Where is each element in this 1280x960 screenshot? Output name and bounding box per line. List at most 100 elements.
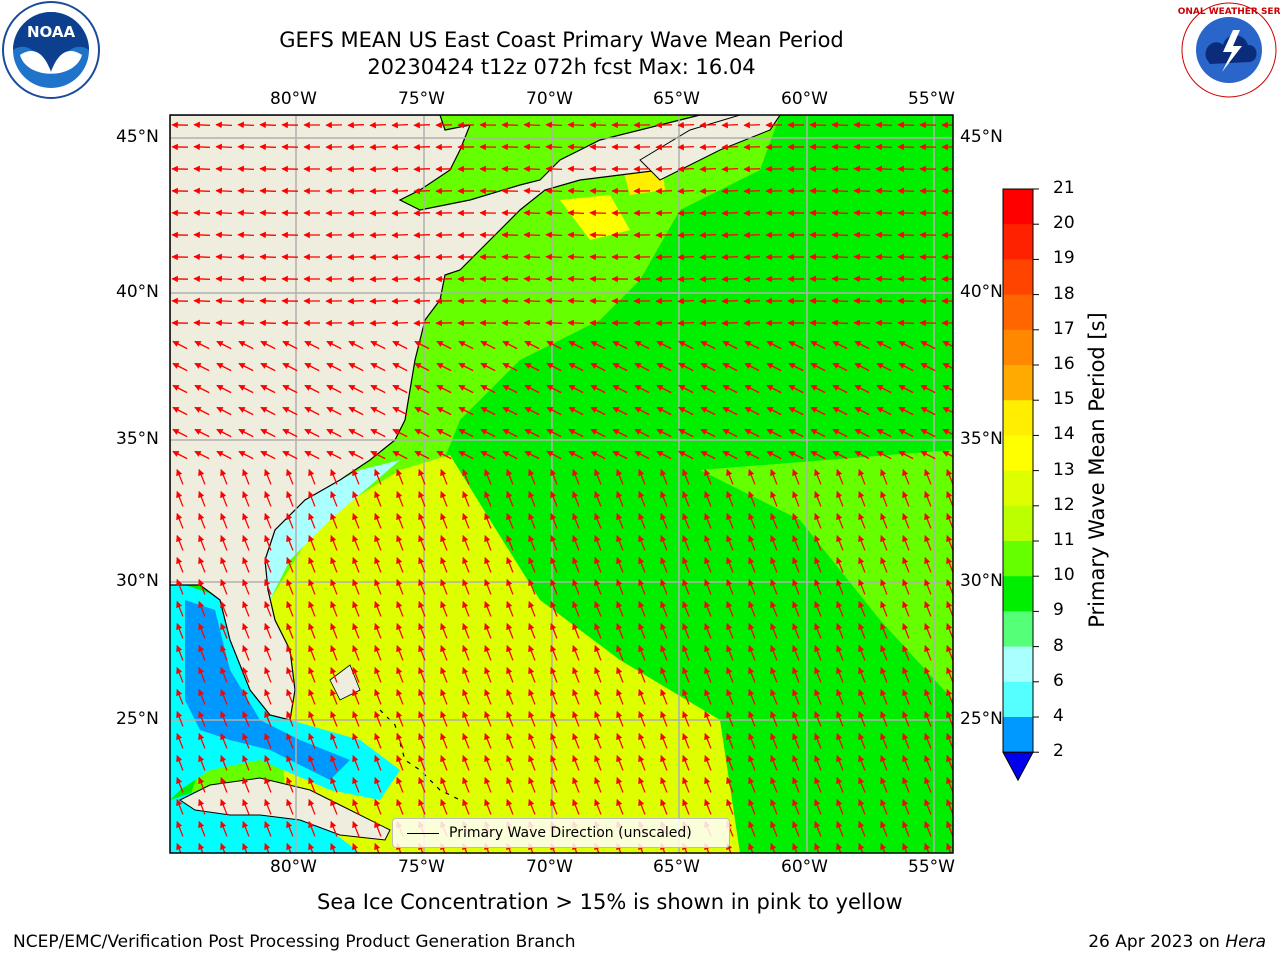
plot-frame [169, 114, 954, 854]
wave-arrow [656, 450, 672, 460]
wave-arrow [374, 688, 382, 705]
wave-arrow [418, 490, 426, 507]
wave-arrow [902, 820, 910, 837]
wave-arrow [660, 490, 668, 507]
wave-arrow [480, 384, 496, 394]
wave-arrow [391, 121, 409, 129]
wave-arrow [704, 666, 712, 683]
colorbar-swatch [1003, 224, 1033, 260]
wave-arrow [172, 406, 188, 416]
wave-arrow [748, 600, 756, 617]
colorbar-tick-label: 4 [1053, 706, 1064, 726]
wave-arrow [264, 732, 272, 749]
colorbar-tick-label: 2 [1053, 741, 1064, 762]
wave-arrow [924, 600, 932, 617]
wave-arrow [880, 820, 888, 837]
wave-arrow [550, 710, 558, 727]
wave-arrow [567, 187, 585, 195]
colorbar-swatch [1003, 189, 1033, 225]
wave-arrow [920, 362, 936, 372]
wave-arrow [594, 644, 602, 661]
wave-arrow [501, 143, 519, 151]
wave-arrow [700, 428, 716, 438]
wave-arrow [282, 340, 298, 350]
wave-arrow [440, 732, 448, 749]
colorbar-tick-label: 18 [1053, 283, 1075, 304]
wave-arrow [286, 512, 294, 529]
wave-arrow [391, 275, 409, 283]
wave-arrow [656, 406, 672, 416]
colorbar-tick-label: 15 [1053, 389, 1075, 410]
wave-arrow [722, 362, 738, 372]
wave-arrow [369, 209, 387, 217]
wave-arrow [286, 754, 294, 771]
wave-arrow [836, 820, 844, 837]
wave-arrow [330, 468, 338, 485]
wave-arrow [655, 297, 673, 305]
wave-arrow [594, 798, 602, 815]
wave-arrow [418, 688, 426, 705]
wave-arrow [814, 688, 822, 705]
wave-arrow [700, 384, 716, 394]
wave-arrow [655, 209, 673, 217]
wave-arrow [440, 622, 448, 639]
wave-arrow [436, 362, 452, 372]
wave-arrow [876, 362, 892, 372]
wave-arrow [440, 710, 448, 727]
wave-arrow [308, 820, 316, 837]
wave-arrow [616, 732, 624, 749]
wave-arrow [286, 468, 294, 485]
wave-arrow [440, 688, 448, 705]
wave-arrow [237, 275, 255, 283]
wave-arrow [770, 468, 778, 485]
wave-arrow [347, 297, 365, 305]
wave-arrow [858, 578, 866, 595]
wave-arrow [638, 600, 646, 617]
wave-arrow [528, 644, 536, 661]
wave-arrow [308, 688, 316, 705]
wave-arrow [656, 340, 672, 350]
wave-arrow [347, 165, 365, 173]
wave-arrow [352, 776, 360, 793]
wave-arrow [831, 143, 849, 151]
wave-arrow [924, 644, 932, 661]
wave-arrow [721, 165, 739, 173]
wave-arrow [682, 754, 690, 771]
wave-arrow [572, 688, 580, 705]
wave-arrow [704, 688, 712, 705]
wave-arrow [946, 512, 953, 529]
wave-arrow [748, 754, 756, 771]
lat-label-right: 40°N [960, 282, 1003, 302]
wave-arrow [528, 754, 536, 771]
wave-arrow [699, 143, 717, 151]
wave-arrow [330, 710, 338, 727]
wave-arrow [792, 578, 800, 595]
wave-arrow [682, 666, 690, 683]
wave-arrow [678, 362, 694, 372]
wave-arrow [308, 600, 316, 617]
wave-arrow [242, 776, 250, 793]
wave-arrow [215, 275, 233, 283]
wave-arrow [572, 710, 580, 727]
wave-arrow [880, 798, 888, 815]
wave-arrow [832, 450, 848, 460]
wave-arrow [374, 798, 382, 815]
wave-arrow [528, 534, 536, 551]
wave-arrow [638, 490, 646, 507]
wave-arrow [660, 534, 668, 551]
wave-arrow [238, 428, 254, 438]
wave-arrow [286, 556, 294, 573]
wave-arrow [501, 253, 519, 261]
wave-arrow [704, 556, 712, 573]
wave-arrow [875, 121, 893, 129]
wave-arrow [418, 666, 426, 683]
wave-arrow [616, 776, 624, 793]
wave-arrow [704, 578, 712, 595]
wave-arrow [880, 688, 888, 705]
wave-arrow [897, 275, 915, 283]
wave-arrow [920, 406, 936, 416]
wave-arrow [330, 776, 338, 793]
wave-arrow [572, 666, 580, 683]
wave-arrow [242, 666, 250, 683]
wave-arrow [260, 340, 276, 350]
